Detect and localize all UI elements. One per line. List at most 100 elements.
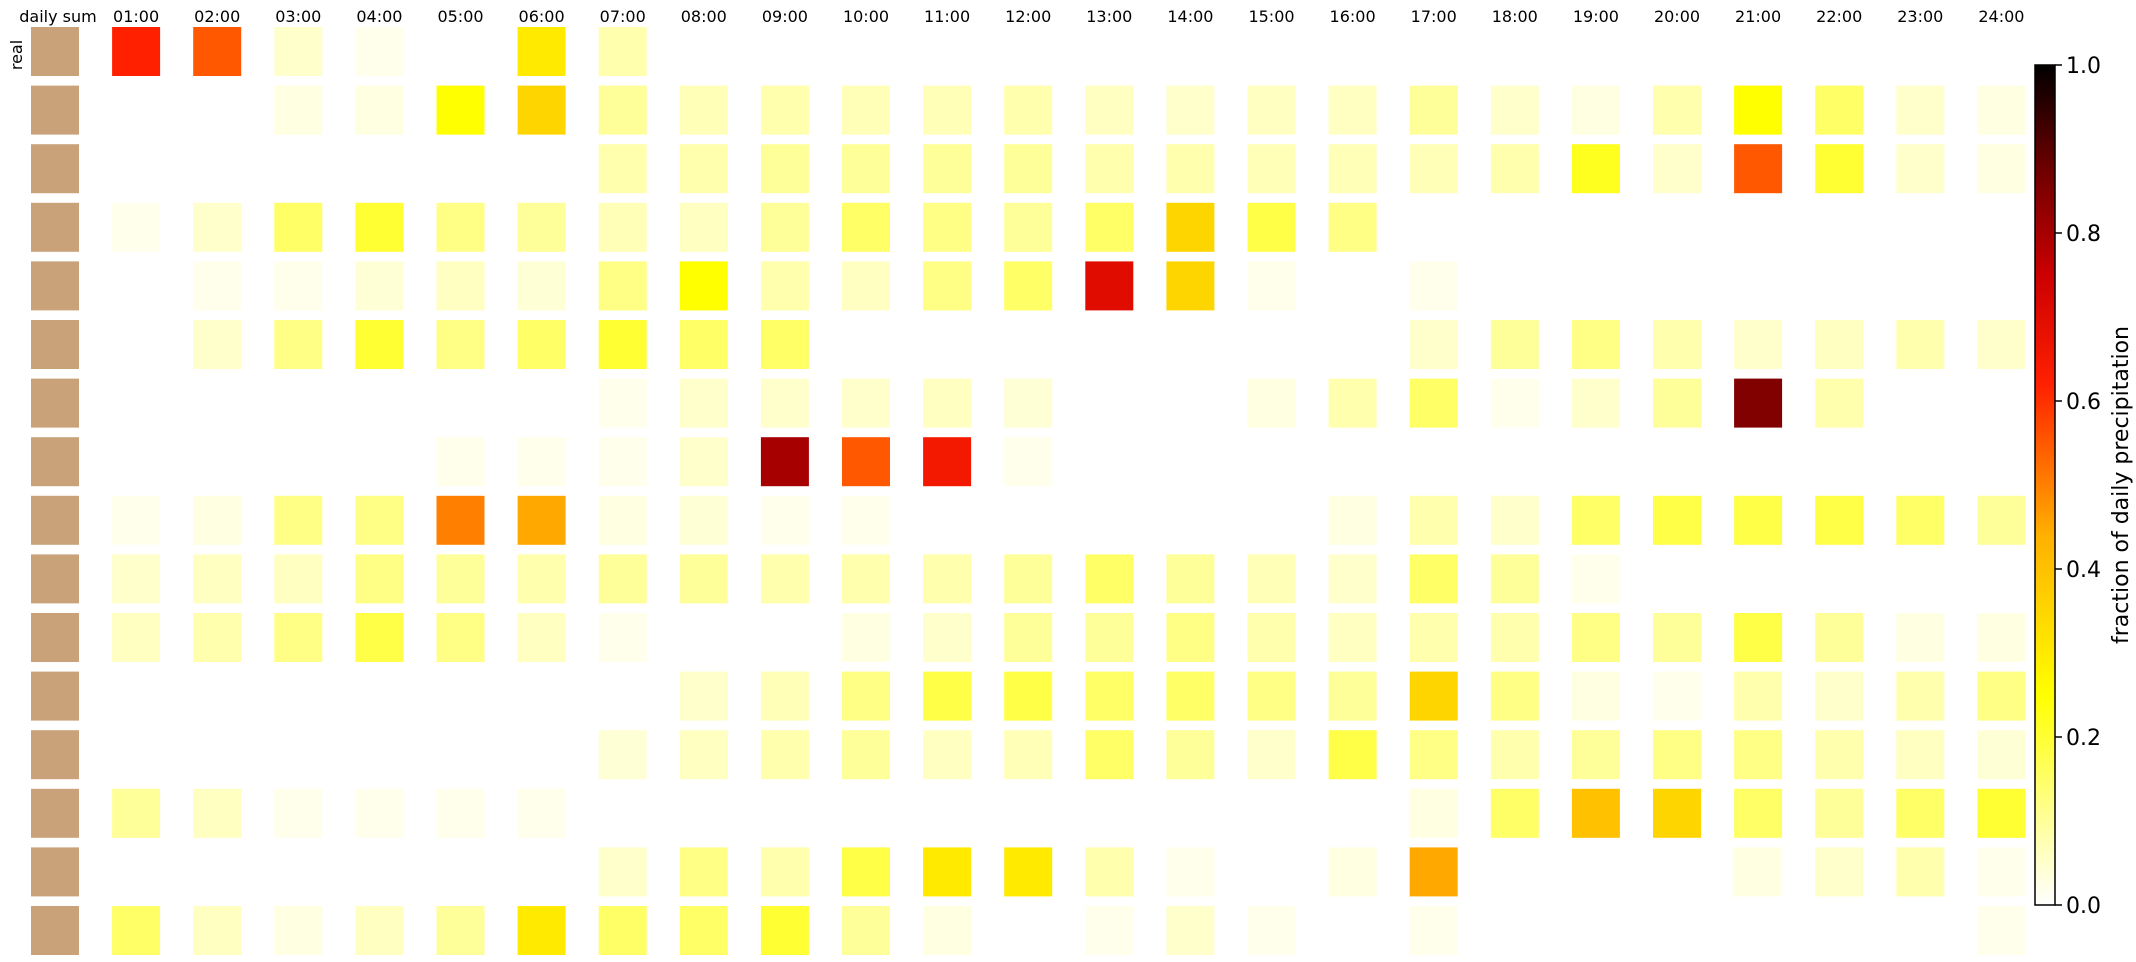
heat-tile <box>1734 85 1783 135</box>
colorbar-tick-label: 0.6 <box>2066 390 2101 415</box>
tile-grid <box>31 27 2026 955</box>
heat-tile <box>679 27 728 76</box>
heat-tile <box>679 261 728 311</box>
heat-tile <box>436 554 485 604</box>
heat-tile <box>760 847 809 897</box>
heat-tile <box>193 495 242 545</box>
column-header-1600: 16:00 <box>1330 7 1376 26</box>
heat-tile <box>1004 730 1053 780</box>
heat-tile <box>1490 788 1539 838</box>
heat-tile <box>517 85 566 135</box>
heat-tile <box>598 671 647 721</box>
heat-tile <box>517 261 566 311</box>
heat-tile <box>1328 906 1377 955</box>
heat-tile <box>598 906 647 955</box>
heat-tile <box>1490 906 1539 955</box>
heat-tile <box>1085 788 1134 838</box>
heat-tile <box>1328 495 1377 545</box>
heat-tile <box>1896 437 1945 487</box>
heat-tile <box>1571 554 1620 604</box>
heat-tile <box>436 378 485 428</box>
heat-tile <box>355 613 404 662</box>
heat-tile <box>1653 671 1701 721</box>
heat-tile <box>436 788 485 838</box>
heat-tile <box>1653 847 1701 897</box>
heat-tile <box>1896 261 1945 311</box>
heat-tile <box>1166 320 1215 369</box>
heat-tile <box>1004 671 1053 721</box>
heat-tile <box>679 495 728 545</box>
heat-tile <box>1166 730 1215 780</box>
heat-tile <box>1247 788 1296 838</box>
heat-tile <box>1571 788 1620 838</box>
heat-tile <box>842 85 890 135</box>
heat-tile <box>112 437 161 487</box>
heat-tile <box>1328 85 1377 135</box>
heat-tile <box>112 906 161 955</box>
heat-tile <box>1977 261 2026 311</box>
heat-tile <box>1571 671 1620 721</box>
heat-tile <box>1815 144 1864 194</box>
heat-tile <box>112 27 161 76</box>
heat-tile <box>1247 671 1296 721</box>
heat-tile <box>1004 85 1053 135</box>
heat-tile <box>760 378 809 428</box>
heat-tile <box>1328 27 1377 76</box>
daily-sum-tile <box>31 261 79 311</box>
heat-tile <box>1571 613 1620 662</box>
heat-tile <box>1085 378 1134 428</box>
heat-tile <box>1734 671 1783 721</box>
heat-tile <box>598 202 647 252</box>
heat-tile <box>1734 27 1783 76</box>
heat-tile <box>355 906 404 955</box>
heat-tile <box>274 144 323 194</box>
column-header-1300: 13:00 <box>1086 7 1132 26</box>
heat-tile <box>1490 144 1539 194</box>
heat-tile <box>1653 378 1701 428</box>
heat-tile <box>760 788 809 838</box>
heat-tile <box>355 378 404 428</box>
heat-tile <box>598 495 647 545</box>
colorbar-tick-label: 0.0 <box>2066 894 2101 919</box>
heat-tile <box>923 788 972 838</box>
heat-tile <box>517 671 566 721</box>
daily-sum-tile <box>31 495 79 545</box>
heat-tile <box>1896 27 1945 76</box>
heat-tile <box>1409 671 1458 721</box>
heat-tile <box>193 847 242 897</box>
heat-tile <box>1409 85 1458 135</box>
heat-tile <box>1571 202 1620 252</box>
heat-tile <box>1085 27 1134 76</box>
heat-tile <box>1166 554 1215 604</box>
colorbar-ticks: 0.0 0.2 0.4 0.6 0.8 1.0 <box>2055 54 2101 919</box>
heat-tile <box>1896 144 1945 194</box>
heat-tile <box>1328 847 1377 897</box>
colorbar-tick-label: 0.8 <box>2066 222 2101 247</box>
heat-tile <box>923 730 972 780</box>
heat-tile <box>193 554 242 604</box>
heat-tile <box>1734 554 1783 604</box>
heat-tile <box>760 613 809 662</box>
heat-tile <box>598 27 647 76</box>
heat-tile <box>1328 144 1377 194</box>
column-header-0300: 03:00 <box>275 7 321 26</box>
heat-tile <box>1815 437 1864 487</box>
heat-tile <box>1653 730 1701 780</box>
heat-tile <box>679 320 728 369</box>
heat-tile <box>679 85 728 135</box>
column-header-1800: 18:00 <box>1492 7 1538 26</box>
heat-tile <box>679 378 728 428</box>
heat-tile <box>598 261 647 311</box>
heat-tile <box>1409 144 1458 194</box>
heat-tile <box>1085 613 1134 662</box>
heat-tile <box>193 730 242 780</box>
heat-tile <box>436 847 485 897</box>
heat-tile <box>1815 671 1864 721</box>
heat-tile <box>1653 320 1701 369</box>
heat-tile <box>1247 554 1296 604</box>
heat-tile <box>274 495 323 545</box>
heat-tile <box>1977 85 2026 135</box>
heat-tile <box>193 144 242 194</box>
heat-tile <box>1896 730 1945 780</box>
heat-tile <box>436 144 485 194</box>
